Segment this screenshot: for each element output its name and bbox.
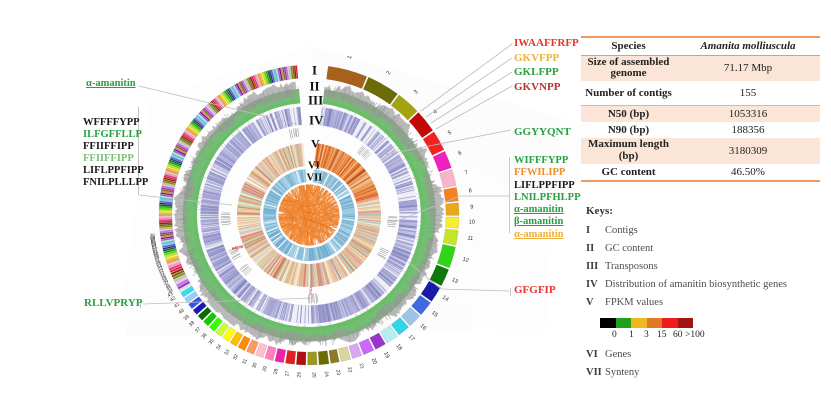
- svg-text:MSDIN: MSDIN: [309, 283, 313, 295]
- svg-text:42: 42: [169, 295, 177, 303]
- svg-text:41: 41: [173, 301, 181, 309]
- svg-text:47: 47: [163, 280, 170, 287]
- svg-text:31: 31: [241, 358, 249, 366]
- svg-text:59: 59: [153, 252, 160, 258]
- svg-text:34: 34: [215, 343, 223, 351]
- svg-text:25: 25: [311, 372, 317, 378]
- svg-text:2: 2: [386, 70, 393, 76]
- svg-text:58: 58: [154, 254, 161, 260]
- svg-text:10: 10: [469, 219, 476, 225]
- svg-text:23: 23: [334, 369, 341, 376]
- svg-text:61: 61: [152, 248, 158, 254]
- svg-text:30: 30: [251, 362, 259, 369]
- svg-text:18: 18: [395, 343, 403, 352]
- svg-text:54: 54: [156, 263, 163, 270]
- svg-text:44: 44: [167, 287, 174, 294]
- svg-text:22: 22: [346, 366, 353, 373]
- svg-text:60: 60: [153, 250, 159, 256]
- svg-text:1: 1: [347, 55, 354, 60]
- svg-text:63: 63: [152, 244, 158, 250]
- svg-text:36: 36: [200, 332, 208, 340]
- svg-text:11: 11: [467, 235, 474, 242]
- svg-text:7: 7: [464, 170, 469, 177]
- svg-text:29: 29: [262, 365, 269, 372]
- svg-text:21: 21: [358, 363, 366, 370]
- svg-text:68: 68: [150, 236, 156, 242]
- svg-text:5: 5: [447, 130, 453, 137]
- svg-text:MSDIN: MSDIN: [231, 245, 244, 251]
- svg-text:64: 64: [151, 242, 157, 248]
- svg-text:51: 51: [159, 270, 166, 277]
- svg-text:13: 13: [451, 277, 459, 285]
- svg-text:II: II: [310, 79, 320, 94]
- svg-text:VII: VII: [307, 173, 323, 184]
- svg-text:8: 8: [468, 188, 472, 194]
- svg-text:4: 4: [432, 109, 438, 116]
- svg-text:37: 37: [194, 326, 202, 334]
- svg-text:57: 57: [154, 256, 161, 262]
- svg-text:17: 17: [407, 334, 416, 343]
- svg-text:IV: IV: [309, 113, 324, 128]
- svg-text:52: 52: [158, 267, 165, 274]
- svg-text:43: 43: [166, 291, 174, 299]
- svg-text:70: 70: [150, 232, 156, 238]
- svg-text:27: 27: [284, 370, 291, 376]
- svg-text:62: 62: [152, 246, 158, 252]
- svg-text:67: 67: [150, 237, 156, 243]
- svg-text:15: 15: [430, 310, 439, 319]
- svg-text:9: 9: [470, 205, 473, 211]
- svg-text:66: 66: [151, 239, 157, 245]
- svg-text:26: 26: [296, 372, 302, 378]
- svg-text:12: 12: [462, 257, 470, 265]
- svg-text:69: 69: [150, 234, 156, 240]
- svg-text:38: 38: [188, 320, 196, 328]
- svg-text:65: 65: [151, 241, 157, 247]
- svg-text:I: I: [312, 63, 317, 78]
- svg-text:3: 3: [413, 89, 420, 95]
- svg-text:16: 16: [418, 323, 427, 332]
- svg-text:28: 28: [273, 368, 280, 375]
- svg-text:20: 20: [370, 357, 378, 365]
- svg-text:32: 32: [232, 353, 240, 361]
- svg-text:14: 14: [441, 295, 449, 303]
- svg-text:39: 39: [182, 314, 190, 322]
- svg-text:24: 24: [323, 371, 330, 377]
- svg-text:6: 6: [457, 150, 462, 157]
- svg-text:50: 50: [160, 272, 167, 279]
- svg-text:35: 35: [208, 338, 216, 346]
- svg-text:33: 33: [223, 348, 231, 356]
- svg-text:19: 19: [382, 351, 390, 359]
- svg-text:III: III: [308, 93, 323, 108]
- svg-text:V: V: [311, 137, 320, 151]
- svg-text:46: 46: [164, 282, 171, 289]
- svg-text:56: 56: [155, 258, 162, 264]
- svg-text:45: 45: [166, 285, 173, 292]
- svg-text:49: 49: [161, 275, 168, 282]
- svg-text:VI: VI: [308, 161, 320, 172]
- svg-text:48: 48: [162, 277, 169, 284]
- svg-text:55: 55: [156, 261, 163, 267]
- svg-text:53: 53: [157, 265, 164, 272]
- svg-text:40: 40: [178, 308, 186, 316]
